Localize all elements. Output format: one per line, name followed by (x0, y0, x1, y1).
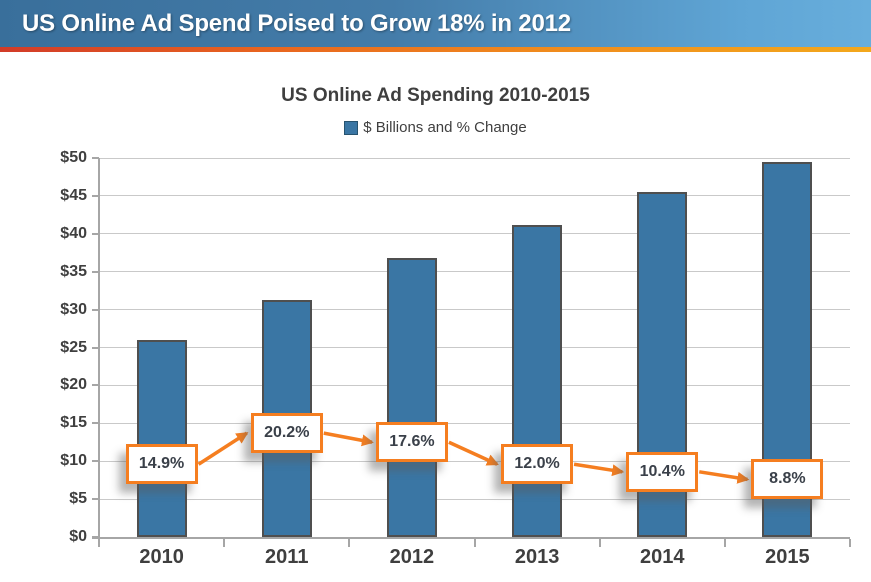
x-axis-tick (598, 539, 601, 547)
y-axis-tick (92, 308, 99, 311)
x-axis-label: 2014 (640, 546, 685, 568)
gridline (99, 271, 850, 273)
gridline (99, 157, 850, 159)
y-axis-tick (92, 384, 99, 387)
y-axis-tick (92, 270, 99, 273)
gridline (99, 384, 850, 386)
header-bar: US Online Ad Spend Poised to Grow 18% in… (0, 0, 871, 47)
header-title: US Online Ad Spend Poised to Grow 18% in… (22, 9, 571, 37)
header-accent-line (0, 47, 871, 52)
growth-arrow-4 (573, 462, 625, 477)
y-axis-label: $10 (60, 452, 87, 470)
growth-callout-2015: 8.8% (751, 459, 824, 500)
y-axis-label: $30 (60, 300, 87, 318)
growth-arrow-5 (698, 470, 750, 484)
x-axis-tick (723, 539, 726, 547)
gridline (99, 460, 850, 462)
x-axis-tick (348, 539, 351, 547)
legend-swatch-icon (344, 120, 359, 135)
y-axis-label: $50 (60, 149, 87, 166)
y-axis-tick (92, 422, 99, 425)
y-axis-label: $35 (60, 262, 87, 280)
chart-legend: $ Billions and % Change (0, 119, 871, 136)
x-axis-label: 2012 (389, 546, 435, 568)
y-axis-label: $20 (60, 376, 87, 394)
y-axis-tick (92, 498, 99, 501)
growth-callout-2013: 12.0% (501, 444, 574, 485)
y-axis-label: $45 (60, 186, 87, 204)
y-axis-tick (92, 460, 99, 463)
x-axis-line (92, 537, 850, 539)
y-axis-tick (92, 232, 99, 235)
bar-2010 (136, 339, 187, 537)
growth-callout-2014: 10.4% (626, 451, 699, 492)
y-axis-label: $15 (60, 414, 87, 432)
y-axis-tick (92, 157, 99, 159)
y-axis-label: $40 (60, 224, 87, 242)
growth-callout-2010: 14.9% (125, 444, 198, 485)
growth-callout-2011: 20.2% (250, 413, 323, 454)
gridline (99, 309, 850, 311)
growth-arrow-2 (323, 431, 374, 447)
bar-2012 (386, 258, 437, 537)
x-axis-label: 2013 (514, 546, 560, 568)
gridline (99, 195, 850, 197)
x-axis-label: 2015 (765, 546, 810, 568)
growth-callout-2012: 17.6% (375, 422, 448, 463)
x-axis-tick (98, 539, 100, 547)
legend-label: $ Billions and % Change (363, 119, 527, 136)
y-axis-line (98, 158, 100, 539)
gridline (99, 347, 850, 348)
chart-title: US Online Ad Spending 2010-2015 (281, 85, 590, 106)
y-axis-label: $0 (69, 528, 87, 545)
x-axis-tick (849, 539, 851, 547)
y-axis-tick (92, 346, 99, 349)
gridline (99, 233, 850, 235)
gridline (99, 422, 850, 424)
y-axis-label: $5 (69, 490, 87, 508)
y-axis-label: $25 (60, 338, 87, 356)
growth-arrow-1 (197, 431, 249, 466)
x-axis-tick (473, 539, 476, 547)
x-axis-tick (223, 539, 226, 547)
y-axis-tick (92, 194, 99, 197)
gridline (99, 498, 850, 500)
x-axis-label: 2011 (265, 546, 309, 568)
bar-2013 (512, 224, 563, 537)
x-axis-label: 2010 (139, 546, 184, 568)
